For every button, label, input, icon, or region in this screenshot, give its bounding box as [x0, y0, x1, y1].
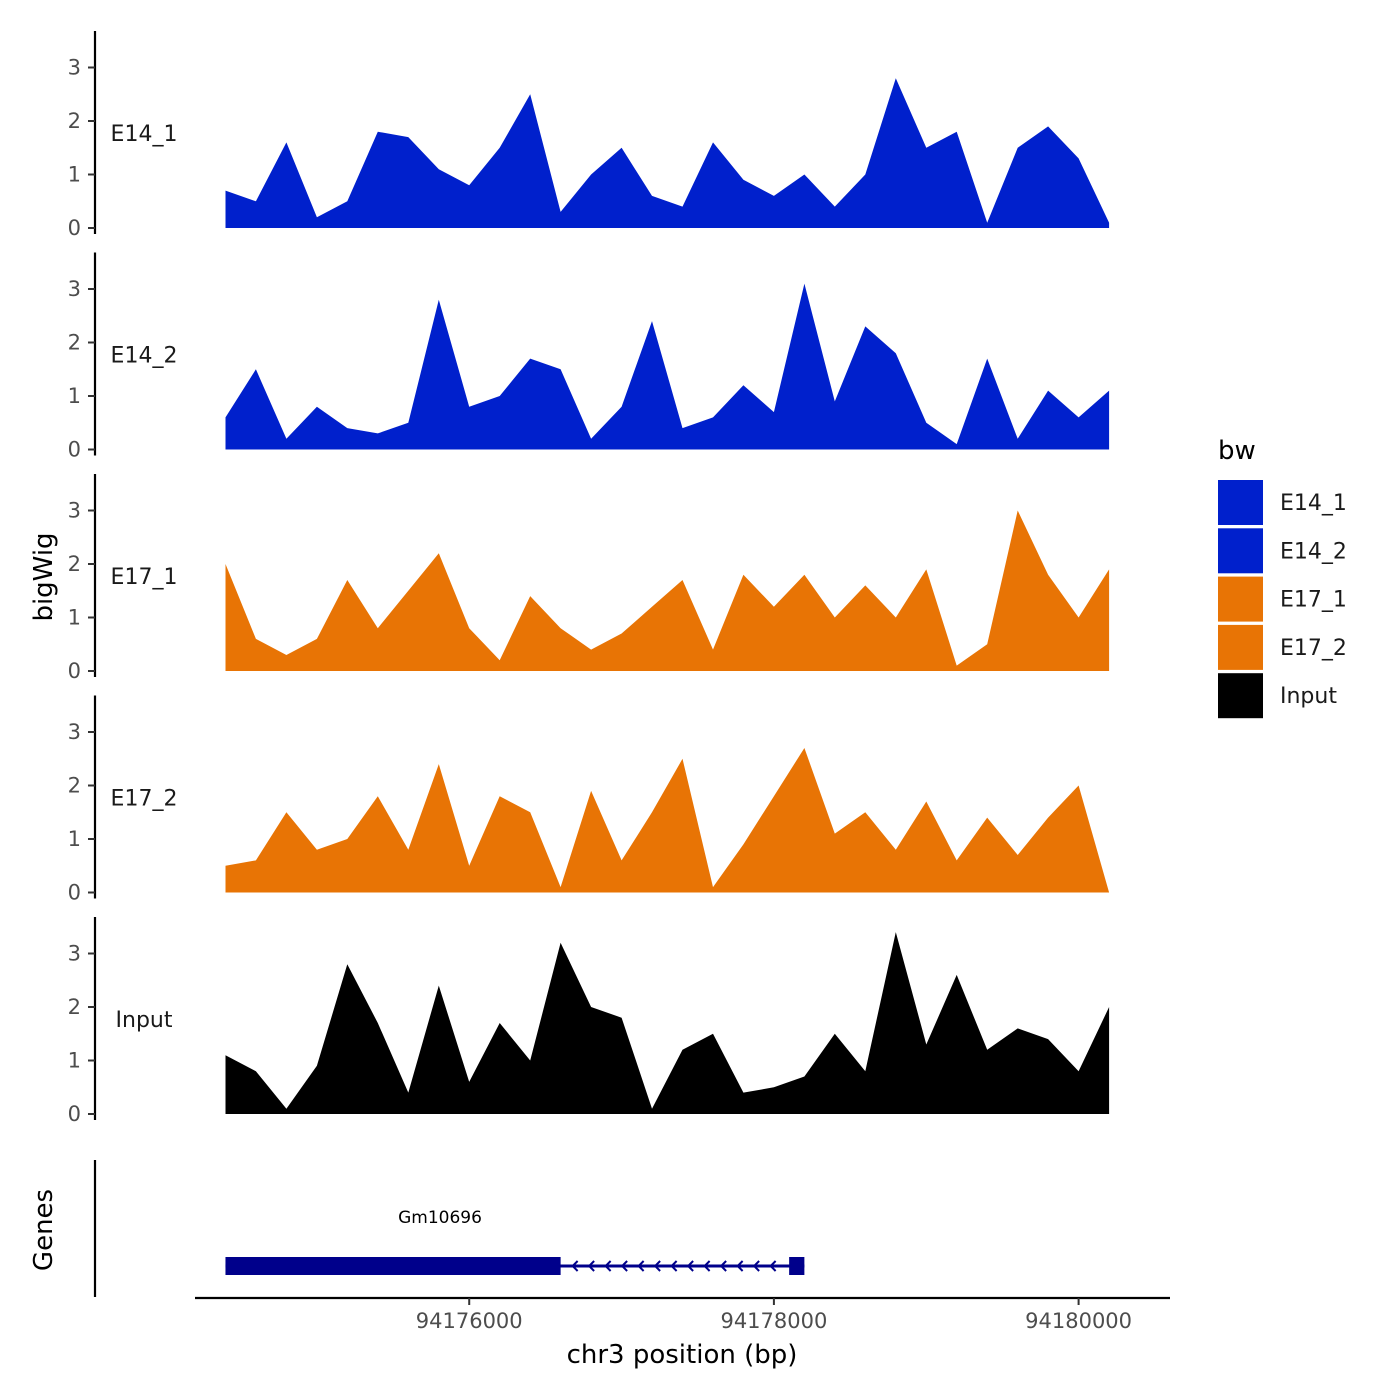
y-tick-label: 1 [68, 384, 81, 408]
legend-item-E14_2: E14_2 [1218, 528, 1347, 574]
strand-arrow [703, 1260, 711, 1272]
y-tick-label: 0 [68, 1102, 81, 1126]
strand-arrow [686, 1260, 694, 1272]
track-label-Input: Input [116, 1008, 173, 1033]
track-label-E14_2: E14_2 [111, 344, 178, 369]
y-tick-label: 1 [68, 606, 81, 630]
legend-swatch [1218, 528, 1263, 574]
legend-label: E14_2 [1280, 539, 1347, 564]
y-tick-label: 3 [68, 56, 81, 80]
genes-panel-title: Genes [29, 1189, 59, 1271]
track-label-E17_1: E17_1 [111, 565, 178, 590]
coverage-area-E14_1 [225, 78, 1110, 228]
y-tick-label: 2 [68, 995, 81, 1019]
legend-item-Input: Input [1218, 673, 1337, 719]
y-tick-label: 2 [68, 331, 81, 355]
legend-item-E14_1: E14_1 [1218, 480, 1347, 525]
y-tick-label: 0 [68, 438, 81, 462]
strand-arrow [670, 1260, 678, 1272]
track-panel-E14_1: 0 1 2 3 E14_1 [68, 31, 1110, 240]
coverage-area-E17_2 [225, 748, 1110, 893]
x-tick-label: 94180000 [1025, 1309, 1132, 1333]
gene-exon [789, 1257, 805, 1275]
legend-label: E17_1 [1280, 588, 1347, 613]
x-tick-label: 94176000 [416, 1309, 523, 1333]
coverage-area-Input [225, 932, 1110, 1114]
track-panel-E17_1: 0 1 2 3 E17_1 [68, 474, 1110, 683]
track-label-E17_2: E17_2 [111, 787, 178, 812]
gene-Gm10696: Gm10696 [225, 1208, 805, 1275]
y-tick-label: 3 [68, 942, 81, 966]
y-tick-label: 2 [68, 109, 81, 133]
strand-arrow [736, 1260, 744, 1272]
legend: bw E14_1 E14_2 E17_1 E17_2 Input [1218, 436, 1347, 719]
y-tick-label: 1 [68, 1049, 81, 1073]
y-tick-label: 0 [68, 659, 81, 683]
strand-arrow [752, 1260, 760, 1272]
x-axis-title: chr3 position (bp) [567, 1340, 798, 1370]
x-axis: 94176000 94178000 94180000 [195, 1296, 1170, 1333]
coverage-area-E17_1 [225, 510, 1110, 671]
legend-item-E17_1: E17_1 [1218, 576, 1347, 622]
x-tick-label: 94178000 [720, 1309, 827, 1333]
strand-arrow [587, 1260, 595, 1272]
gene-label: Gm10696 [398, 1208, 482, 1228]
legend-swatch [1218, 480, 1263, 525]
y-tick-label: 3 [68, 277, 81, 301]
strand-arrow [769, 1260, 777, 1272]
legend-item-E17_2: E17_2 [1218, 624, 1347, 670]
coverage-area-E14_2 [225, 283, 1110, 450]
legend-label: E14_1 [1280, 491, 1347, 516]
strand-arrow [620, 1260, 628, 1272]
track-label-E14_1: E14_1 [111, 122, 178, 147]
legend-swatch [1218, 576, 1263, 622]
strand-arrow [571, 1260, 579, 1272]
legend-label: E17_2 [1280, 636, 1347, 661]
y-tick-label: 3 [68, 720, 81, 744]
strand-arrow [637, 1260, 645, 1272]
y-tick-label: 1 [68, 827, 81, 851]
track-panel-Input: 0 1 2 3 Input [68, 917, 1110, 1126]
legend-swatch [1218, 673, 1263, 719]
y-tick-label: 2 [68, 774, 81, 798]
legend-label: Input [1280, 684, 1337, 709]
genes-panel: Gm10696 [93, 1160, 805, 1297]
track-panels: 0 1 2 3 E14_1 0 1 2 3 E14_2 0 1 2 3 E17_1 0 1 2 3 E17_2 0 1 2 3… [68, 31, 1110, 1126]
y-tick-label: 2 [68, 552, 81, 576]
y-tick-label: 0 [68, 881, 81, 905]
legend-title: bw [1218, 436, 1256, 466]
legend-swatch [1218, 624, 1263, 670]
track-panel-E17_2: 0 1 2 3 E17_2 [68, 695, 1110, 905]
gene-exon [225, 1257, 561, 1275]
strand-arrow [653, 1260, 661, 1272]
y-tick-label: 1 [68, 163, 81, 187]
y-tick-label: 3 [68, 499, 81, 523]
strand-arrow [604, 1260, 612, 1272]
track-panel-E14_2: 0 1 2 3 E14_2 [68, 252, 1110, 462]
y-axis-title: bigWig [29, 532, 59, 621]
strand-arrow [719, 1260, 727, 1272]
y-tick-label: 0 [68, 216, 81, 240]
